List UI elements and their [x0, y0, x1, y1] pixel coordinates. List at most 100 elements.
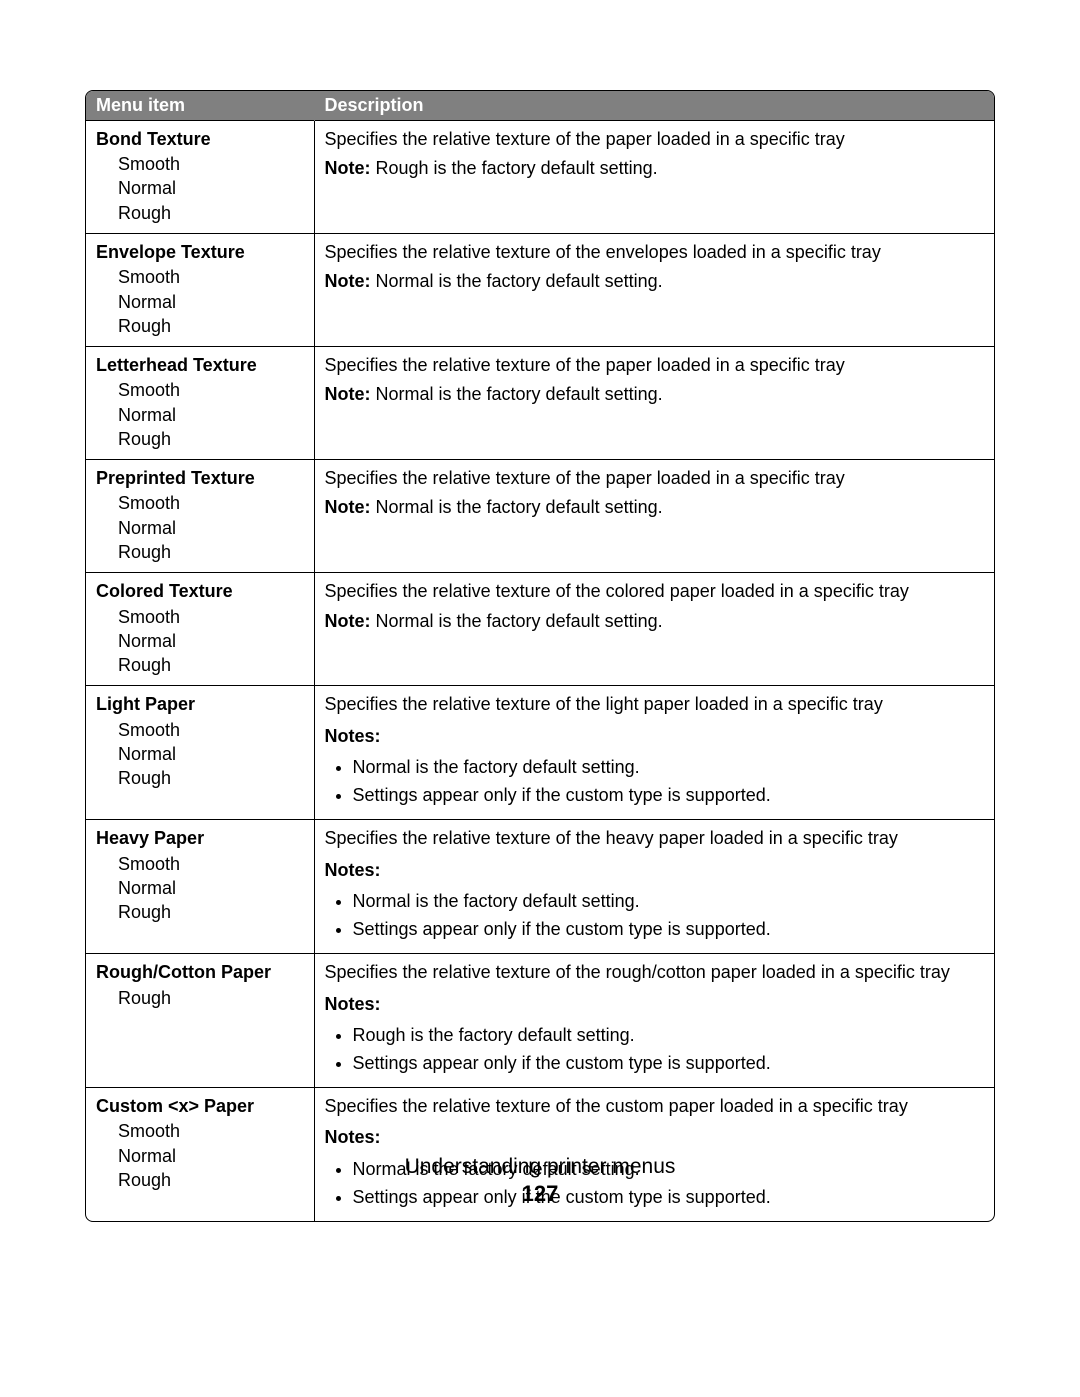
note-text: Normal is the factory default setting.	[371, 384, 663, 404]
menu-option: Normal	[118, 403, 304, 427]
note-inline: Note: Normal is the factory default sett…	[325, 269, 985, 294]
menu-item-cell: Rough/Cotton PaperRough	[86, 954, 314, 1088]
note-item: Normal is the factory default setting.	[353, 755, 985, 779]
note-inline: Note: Normal is the factory default sett…	[325, 609, 985, 634]
menu-item-options: SmoothNormalRough	[96, 152, 304, 225]
notes-label: Notes:	[325, 724, 985, 749]
note-item: Settings appear only if the custom type …	[353, 917, 985, 941]
menu-item-cell: Heavy PaperSmoothNormalRough	[86, 820, 314, 954]
description-cell: Specifies the relative texture of the li…	[314, 686, 994, 820]
description-text: Specifies the relative texture of the pa…	[325, 353, 985, 378]
note-label: Note:	[325, 497, 371, 517]
description-text: Specifies the relative texture of the pa…	[325, 466, 985, 491]
footer-page-number: 127	[0, 1181, 1080, 1207]
menu-option: Normal	[118, 629, 304, 653]
description-cell: Specifies the relative texture of the en…	[314, 234, 994, 347]
note-label: Note:	[325, 384, 371, 404]
description-text: Specifies the relative texture of the ro…	[325, 960, 985, 985]
note-label: Note:	[325, 271, 371, 291]
menu-item-title: Rough/Cotton Paper	[96, 960, 304, 985]
footer-section-title: Understanding printer menus	[0, 1155, 1080, 1179]
note-text: Normal is the factory default setting.	[371, 497, 663, 517]
table-row: Preprinted TextureSmoothNormalRough Speci…	[86, 460, 994, 573]
notes-label: Notes:	[325, 858, 985, 883]
page-footer: Understanding printer menus 127	[0, 1155, 1080, 1207]
menu-option: Normal	[118, 742, 304, 766]
menu-item-title: Preprinted Texture	[96, 466, 304, 491]
note-text: Normal is the factory default setting.	[371, 611, 663, 631]
menu-item-cell: Light PaperSmoothNormalRough	[86, 686, 314, 820]
table-row: Rough/Cotton PaperRough Specifies the rel…	[86, 954, 994, 1088]
menu-item-cell: Envelope TextureSmoothNormalRough	[86, 234, 314, 347]
notes-label: Notes:	[325, 992, 985, 1017]
menu-option: Smooth	[118, 152, 304, 176]
menu-option: Rough	[118, 540, 304, 564]
description-cell: Specifies the relative texture of the he…	[314, 820, 994, 954]
note-label: Note:	[325, 611, 371, 631]
description-text: Specifies the relative texture of the cu…	[325, 1094, 985, 1119]
menu-item-options: SmoothNormalRough	[96, 378, 304, 451]
menu-table: Menu item Description Bond TextureSmooth…	[86, 91, 994, 1221]
menu-option: Smooth	[118, 491, 304, 515]
menu-item-cell: Letterhead TextureSmoothNormalRough	[86, 347, 314, 460]
table-row: Colored TextureSmoothNormalRough Specifie…	[86, 573, 994, 686]
menu-item-title: Envelope Texture	[96, 240, 304, 265]
note-item: Settings appear only if the custom type …	[353, 783, 985, 807]
menu-item-options: SmoothNormalRough	[96, 852, 304, 925]
menu-table-wrap: Menu item Description Bond TextureSmooth…	[85, 90, 995, 1222]
menu-option: Smooth	[118, 1119, 304, 1143]
menu-option: Smooth	[118, 378, 304, 402]
note-label: Note:	[325, 158, 371, 178]
description-cell: Specifies the relative texture of the pa…	[314, 347, 994, 460]
note-item: Rough is the factory default setting.	[353, 1023, 985, 1047]
notes-list: Rough is the factory default setting. Set…	[353, 1023, 985, 1076]
table-row: Light PaperSmoothNormalRoughSpecifies th…	[86, 686, 994, 820]
menu-option: Rough	[118, 427, 304, 451]
menu-item-options: SmoothNormalRough	[96, 265, 304, 338]
menu-item-options: SmoothNormalRough	[96, 605, 304, 678]
menu-option: Normal	[118, 516, 304, 540]
menu-option: Normal	[118, 290, 304, 314]
menu-item-title: Letterhead Texture	[96, 353, 304, 378]
header-description: Description	[314, 91, 994, 121]
notes-label: Notes:	[325, 1125, 985, 1150]
table-header-row: Menu item Description	[86, 91, 994, 121]
menu-option: Rough	[118, 314, 304, 338]
note-text: Rough is the factory default setting.	[371, 158, 658, 178]
note-inline: Note: Rough is the factory default setti…	[325, 156, 985, 181]
menu-option: Rough	[118, 986, 304, 1010]
menu-option: Smooth	[118, 718, 304, 742]
description-text: Specifies the relative texture of the en…	[325, 240, 985, 265]
note-text: Normal is the factory default setting.	[371, 271, 663, 291]
note-inline: Note: Normal is the factory default sett…	[325, 495, 985, 520]
table-row: Envelope TextureSmoothNormalRough Specifi…	[86, 234, 994, 347]
table-row: Bond TextureSmoothNormalRoughSpecifies t…	[86, 121, 994, 234]
menu-item-title: Light Paper	[96, 692, 304, 717]
description-cell: Specifies the relative texture of the pa…	[314, 460, 994, 573]
note-item: Settings appear only if the custom type …	[353, 1051, 985, 1075]
table-row: Heavy PaperSmoothNormalRough Specifies th…	[86, 820, 994, 954]
menu-option: Normal	[118, 176, 304, 200]
description-text: Specifies the relative texture of the pa…	[325, 127, 985, 152]
menu-option: Normal	[118, 876, 304, 900]
menu-option: Smooth	[118, 605, 304, 629]
note-inline: Note: Normal is the factory default sett…	[325, 382, 985, 407]
menu-item-options: Rough	[96, 986, 304, 1010]
table-body: Bond TextureSmoothNormalRoughSpecifies t…	[86, 121, 994, 1222]
menu-item-title: Heavy Paper	[96, 826, 304, 851]
description-text: Specifies the relative texture of the he…	[325, 826, 985, 851]
menu-option: Rough	[118, 653, 304, 677]
menu-item-cell: Preprinted TextureSmoothNormalRough	[86, 460, 314, 573]
notes-list: Normal is the factory default setting.Se…	[353, 889, 985, 942]
description-cell: Specifies the relative texture of the ro…	[314, 954, 994, 1088]
menu-item-title: Custom <x> Paper	[96, 1094, 304, 1119]
menu-option: Rough	[118, 900, 304, 924]
description-text: Specifies the relative texture of the co…	[325, 579, 985, 604]
menu-item-cell: Colored TextureSmoothNormalRough	[86, 573, 314, 686]
menu-option: Smooth	[118, 852, 304, 876]
menu-item-options: SmoothNormalRough	[96, 491, 304, 564]
description-cell: Specifies the relative texture of the co…	[314, 573, 994, 686]
header-menu-item: Menu item	[86, 91, 314, 121]
notes-list: Normal is the factory default setting. Se…	[353, 755, 985, 808]
menu-option: Rough	[118, 201, 304, 225]
